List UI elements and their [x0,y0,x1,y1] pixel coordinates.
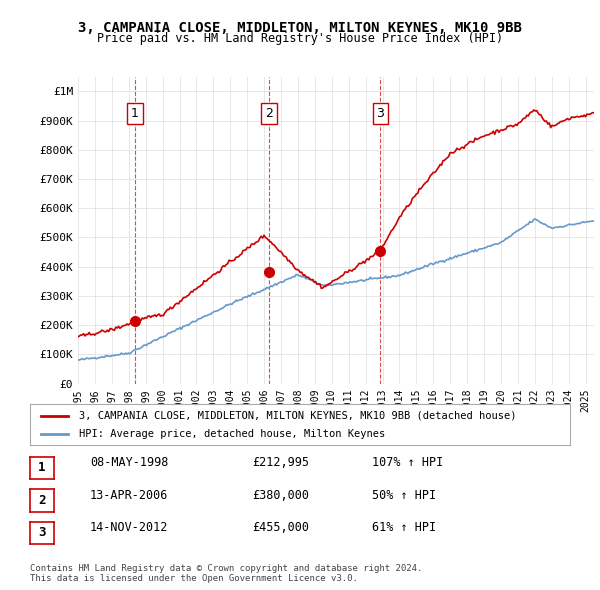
Text: 107% ↑ HPI: 107% ↑ HPI [372,456,443,470]
Text: 3: 3 [376,107,384,120]
Text: 3: 3 [38,526,46,539]
Text: 50% ↑ HPI: 50% ↑ HPI [372,489,436,502]
Text: 08-MAY-1998: 08-MAY-1998 [90,456,169,470]
Text: HPI: Average price, detached house, Milton Keynes: HPI: Average price, detached house, Milt… [79,429,385,439]
Text: £380,000: £380,000 [252,489,309,502]
Text: £455,000: £455,000 [252,521,309,535]
Text: £212,995: £212,995 [252,456,309,470]
Text: 13-APR-2006: 13-APR-2006 [90,489,169,502]
Text: 3, CAMPANIA CLOSE, MIDDLETON, MILTON KEYNES, MK10 9BB: 3, CAMPANIA CLOSE, MIDDLETON, MILTON KEY… [78,21,522,35]
Text: 1: 1 [131,107,139,120]
Text: 14-NOV-2012: 14-NOV-2012 [90,521,169,535]
Text: 1: 1 [38,461,46,474]
Text: 2: 2 [38,494,46,507]
Text: Contains HM Land Registry data © Crown copyright and database right 2024.
This d: Contains HM Land Registry data © Crown c… [30,563,422,583]
Text: 2: 2 [265,107,273,120]
Text: Price paid vs. HM Land Registry's House Price Index (HPI): Price paid vs. HM Land Registry's House … [97,32,503,45]
Text: 3, CAMPANIA CLOSE, MIDDLETON, MILTON KEYNES, MK10 9BB (detached house): 3, CAMPANIA CLOSE, MIDDLETON, MILTON KEY… [79,411,516,421]
Text: 61% ↑ HPI: 61% ↑ HPI [372,521,436,535]
